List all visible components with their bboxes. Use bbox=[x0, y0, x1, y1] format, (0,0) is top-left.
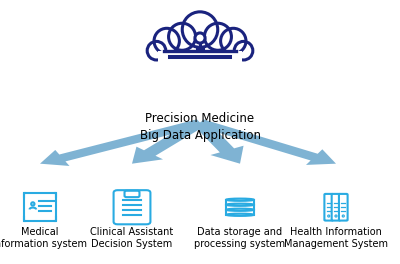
Bar bbox=[226, 210, 254, 215]
Ellipse shape bbox=[226, 199, 254, 201]
Ellipse shape bbox=[328, 215, 329, 216]
Polygon shape bbox=[196, 119, 336, 165]
Polygon shape bbox=[132, 120, 206, 164]
Text: Precision Medicine
Big Data Application: Precision Medicine Big Data Application bbox=[140, 112, 260, 142]
Bar bbox=[226, 205, 254, 210]
Polygon shape bbox=[193, 121, 244, 164]
Text: Data storage and
processing system: Data storage and processing system bbox=[194, 227, 286, 249]
Ellipse shape bbox=[226, 204, 254, 206]
Text: Health Information
Management System: Health Information Management System bbox=[284, 227, 388, 249]
Ellipse shape bbox=[204, 23, 232, 50]
FancyBboxPatch shape bbox=[324, 194, 333, 221]
Polygon shape bbox=[40, 119, 203, 166]
FancyBboxPatch shape bbox=[24, 194, 56, 221]
Bar bbox=[24, 194, 56, 221]
Ellipse shape bbox=[195, 33, 205, 43]
FancyBboxPatch shape bbox=[339, 194, 348, 221]
Ellipse shape bbox=[221, 28, 246, 54]
Ellipse shape bbox=[147, 41, 166, 60]
FancyBboxPatch shape bbox=[114, 190, 150, 224]
Ellipse shape bbox=[168, 23, 196, 50]
Ellipse shape bbox=[234, 41, 253, 60]
FancyBboxPatch shape bbox=[332, 194, 340, 221]
FancyBboxPatch shape bbox=[124, 191, 140, 197]
Ellipse shape bbox=[226, 209, 254, 211]
Ellipse shape bbox=[182, 12, 218, 47]
Ellipse shape bbox=[343, 215, 344, 216]
Ellipse shape bbox=[31, 202, 34, 206]
Ellipse shape bbox=[226, 214, 254, 216]
Text: Medical
Information system: Medical Information system bbox=[0, 227, 88, 249]
Text: Clinical Assistant
Decision System: Clinical Assistant Decision System bbox=[90, 227, 174, 249]
Ellipse shape bbox=[154, 28, 179, 54]
Bar bbox=[158, 51, 242, 66]
Bar bbox=[226, 200, 254, 205]
